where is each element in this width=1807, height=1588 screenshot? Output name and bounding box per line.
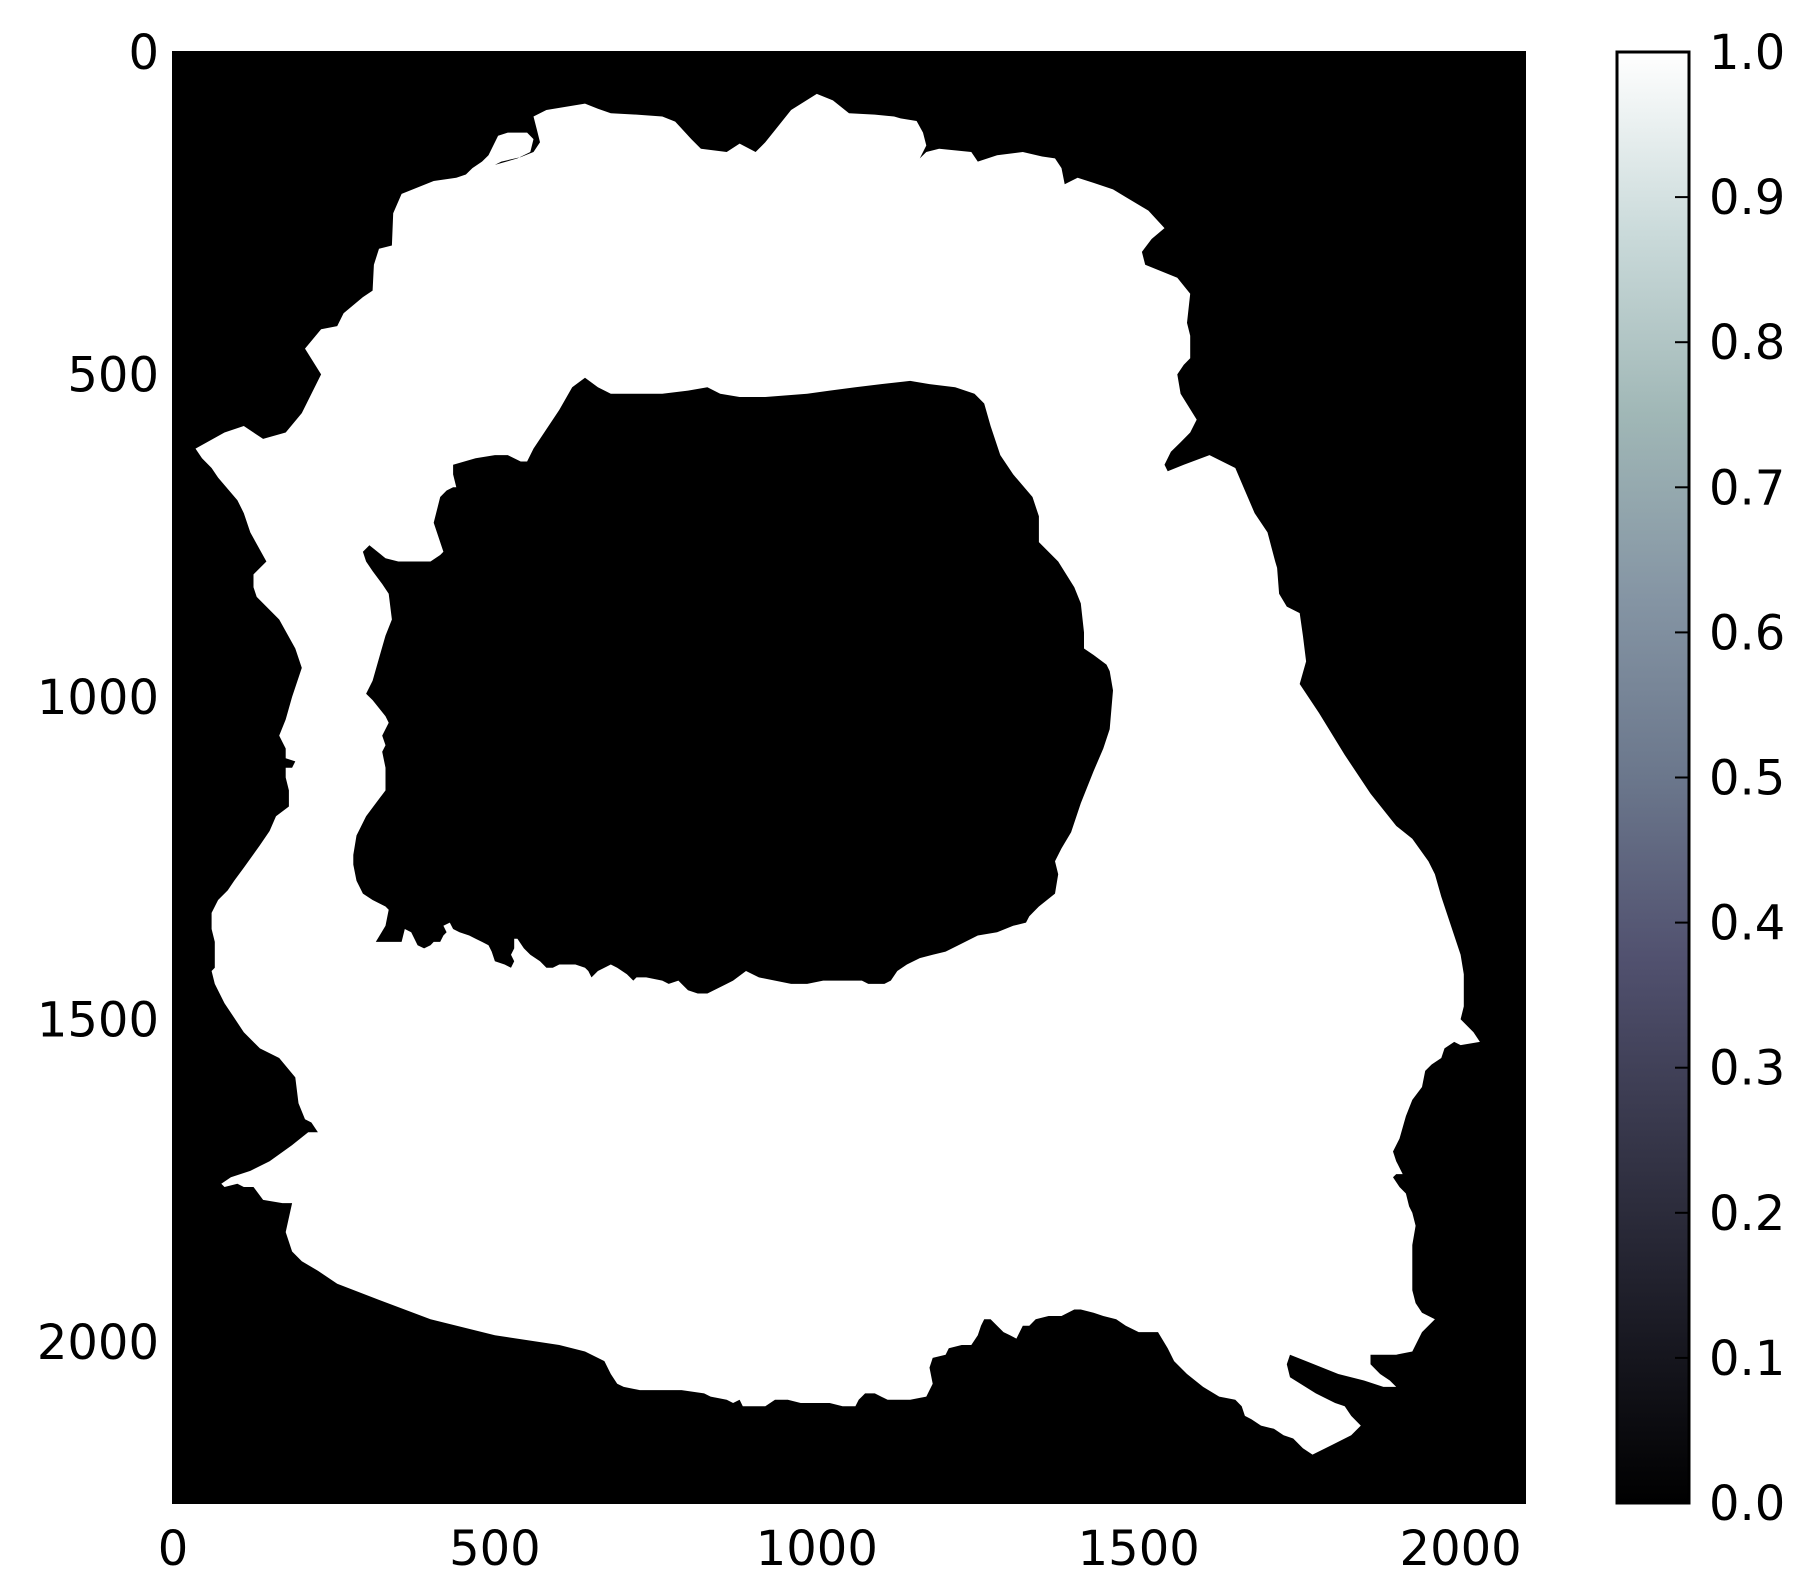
- x-axis: 0 500 1000 1500 2000: [158, 52, 1522, 1577]
- x-tick-label: 0: [158, 1521, 189, 1577]
- y-tick-label: 1000: [37, 670, 159, 726]
- colorbar-tick-label: 0.3: [1709, 1041, 1785, 1097]
- colorbar-tick-label: 0.4: [1709, 896, 1785, 952]
- colorbar-tick-label: 1.0: [1709, 25, 1785, 81]
- colorbar-tick-label: 0.1: [1709, 1331, 1785, 1387]
- region-foreground: [195, 93, 1480, 1455]
- y-tick-label: 1500: [37, 992, 159, 1048]
- colorbar-tick-label: 0.6: [1709, 605, 1785, 661]
- x-tick-label: 2000: [1400, 1521, 1522, 1577]
- colorbar-tick-label: 0.8: [1709, 315, 1785, 371]
- y-tick-label: 500: [67, 347, 159, 403]
- x-tick-label: 1500: [1078, 1521, 1200, 1577]
- colorbar-tick-label: 0.5: [1709, 751, 1785, 807]
- colorbar-tick-label: 0.7: [1709, 460, 1785, 516]
- x-tick-label: 500: [449, 1521, 541, 1577]
- y-tick-label: 0: [128, 25, 159, 81]
- y-axis: 0 500 1000 1500 2000: [37, 25, 1525, 1371]
- y-tick-label: 2000: [37, 1315, 159, 1371]
- colorbar-tick-label: 0.9: [1709, 170, 1785, 226]
- x-tick-label: 1000: [756, 1521, 878, 1577]
- colorbar-tick-label: 0.2: [1709, 1186, 1785, 1242]
- colorbar-tick-label: 0.0: [1709, 1476, 1785, 1532]
- colorbar-axis: 0.0 0.1 0.2 0.3 0.4 0.5 0.6 0.7 0.8 0.9 1.0: [1675, 25, 1785, 1532]
- plot-frame: [172, 51, 1526, 1504]
- heatmap-regions: [195, 93, 1480, 1455]
